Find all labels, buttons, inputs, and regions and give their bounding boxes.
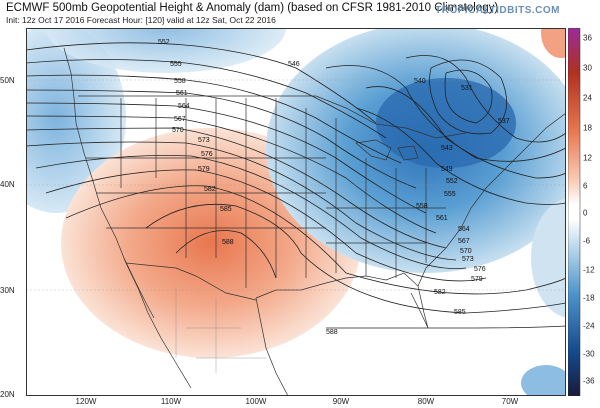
mexico-gulf-coastline bbox=[255, 297, 289, 396]
colorbar-label: 24 bbox=[583, 93, 592, 103]
contour-label: 555 bbox=[170, 61, 182, 68]
east-contour-549 bbox=[355, 107, 566, 205]
contour-label: 570 bbox=[460, 248, 472, 255]
colorbar-label: -12 bbox=[583, 265, 595, 275]
contour-label: 582 bbox=[204, 186, 216, 193]
alaska-cool-anomaly bbox=[46, 28, 286, 73]
contour-label: 564 bbox=[458, 226, 470, 233]
contour-573 bbox=[26, 141, 457, 261]
contour-561 bbox=[26, 89, 417, 189]
contour-label: 582 bbox=[434, 289, 446, 296]
colorbar-label: -6 bbox=[583, 236, 591, 246]
colorbar-label: 36 bbox=[583, 33, 592, 43]
contour-579 bbox=[45, 169, 487, 282]
contour-576 bbox=[35, 155, 467, 269]
colorbar-label: 30 bbox=[583, 63, 592, 73]
contour-label: 531 bbox=[461, 85, 473, 92]
state-lines-east bbox=[326, 118, 446, 278]
colorbar-label: 6 bbox=[583, 181, 588, 191]
contour-label: 558 bbox=[174, 78, 186, 85]
trough-contour-540 bbox=[405, 55, 566, 143]
contour-label: 576 bbox=[474, 266, 486, 273]
contour-555 bbox=[26, 59, 387, 139]
site-brand[interactable]: TROPICALTIDBITS.COM bbox=[435, 5, 560, 16]
northeast-warm-anomaly bbox=[541, 28, 566, 58]
colorbar-label: -36 bbox=[583, 376, 595, 386]
contour-570 bbox=[26, 127, 447, 249]
contour-label: 558 bbox=[416, 203, 428, 210]
contour-label: 555 bbox=[444, 191, 456, 198]
colorbar-label: -24 bbox=[583, 321, 595, 331]
map-header: ECMWF 500mb Geopotential Height & Anomal… bbox=[0, 0, 600, 26]
pacific-coastline bbox=[63, 47, 192, 389]
contour-label: 561 bbox=[436, 215, 448, 222]
contour-label: 579 bbox=[471, 276, 483, 283]
lon-label: 100W bbox=[245, 397, 267, 406]
contour-label: 588 bbox=[222, 239, 234, 246]
contour-label: 576 bbox=[201, 151, 213, 158]
anomaly-colorbar bbox=[568, 28, 581, 396]
colorbar-label: 0 bbox=[583, 208, 588, 218]
state-lines-west bbox=[86, 98, 326, 288]
atlantic-cool-anomaly bbox=[531, 198, 566, 318]
colorbar-label: -18 bbox=[583, 293, 595, 303]
map-frame bbox=[26, 28, 566, 396]
east-contour-543 bbox=[365, 86, 566, 179]
lon-label: 70W bbox=[501, 397, 519, 406]
contour-label: 573 bbox=[198, 137, 210, 144]
contour-label: 570 bbox=[172, 127, 184, 134]
atlantic-coastline bbox=[417, 112, 566, 287]
contour-label: 561 bbox=[176, 90, 188, 97]
contour-label: 579 bbox=[198, 166, 210, 173]
canada-border bbox=[78, 95, 467, 139]
contour-label: 552 bbox=[446, 178, 458, 185]
contour-585 bbox=[145, 203, 566, 314]
trough-contour-537 bbox=[429, 59, 507, 135]
contour-label: 543 bbox=[441, 145, 453, 152]
contour-552 bbox=[26, 42, 377, 124]
contour-label: 537 bbox=[498, 118, 510, 125]
contour-588 bbox=[175, 230, 566, 329]
mexico-state-lines bbox=[175, 288, 266, 373]
contour-label: 573 bbox=[462, 256, 474, 263]
contour-label: 567 bbox=[458, 238, 470, 245]
contour-label: 546 bbox=[288, 61, 300, 68]
height-anomaly-map: 552 555 558 561 564 567 570 573 576 579 … bbox=[26, 28, 566, 396]
lat-label: 50N bbox=[0, 76, 15, 85]
lon-label: 110W bbox=[160, 397, 182, 406]
colorbar-fill bbox=[568, 28, 581, 396]
contour-label: 564 bbox=[178, 103, 190, 110]
lon-label: 90W bbox=[332, 397, 350, 406]
trough-contour-546 bbox=[325, 65, 566, 162]
contour-564 bbox=[26, 102, 427, 214]
colorbar-label: 12 bbox=[583, 153, 592, 163]
lat-label: 40N bbox=[0, 180, 15, 189]
contour-labels: 552 555 558 561 564 567 570 573 576 579 … bbox=[158, 39, 510, 336]
map-title: ECMWF 500mb Geopotential Height & Anomal… bbox=[6, 2, 499, 14]
contour-558 bbox=[26, 74, 402, 164]
baja-coastline bbox=[123, 257, 155, 319]
map-subtitle: Init: 12z Oct 17 2016 Forecast Hour: [12… bbox=[6, 15, 276, 25]
contour-label: 585 bbox=[220, 206, 232, 213]
lat-label: 30N bbox=[0, 286, 15, 295]
contour-label: 588 bbox=[326, 329, 338, 336]
contour-label: 549 bbox=[441, 166, 453, 173]
south-atlantic-cool-anomaly bbox=[521, 365, 566, 396]
contour-label: 567 bbox=[174, 116, 186, 123]
colorbar-label: -30 bbox=[583, 349, 595, 359]
lon-label: 80W bbox=[417, 397, 435, 406]
lat-label: 20N bbox=[0, 390, 15, 399]
lon-label: 120W bbox=[75, 397, 97, 406]
graticule bbox=[26, 79, 566, 291]
contour-label: 540 bbox=[414, 78, 426, 85]
great-lakes bbox=[355, 139, 419, 161]
contour-label: 585 bbox=[454, 309, 466, 316]
trough-core bbox=[376, 78, 516, 168]
contour-567 bbox=[26, 115, 437, 234]
trough-contour-531 bbox=[444, 69, 493, 124]
colorbar-label: 18 bbox=[583, 123, 592, 133]
contour-label: 552 bbox=[158, 39, 170, 46]
mexico-border bbox=[125, 262, 257, 301]
